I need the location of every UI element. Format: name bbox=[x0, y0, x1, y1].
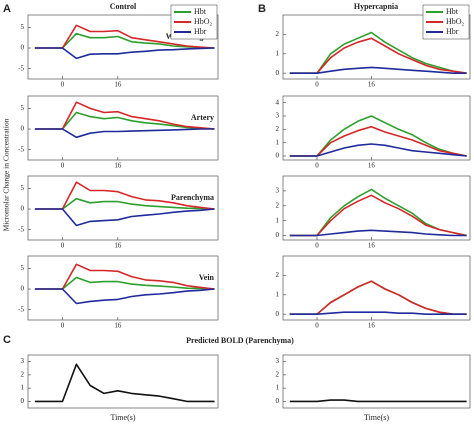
y-tick-label: 0 bbox=[276, 231, 280, 239]
x-tick-label: 0 bbox=[61, 162, 65, 170]
series-line bbox=[34, 363, 215, 403]
panel-label: A bbox=[3, 3, 11, 15]
legend-label: Hbt bbox=[446, 7, 459, 16]
x-tick-label: 0 bbox=[61, 322, 65, 330]
y-tick-label: -5 bbox=[18, 305, 24, 313]
y-tick-label: 5 bbox=[21, 184, 25, 192]
y-tick-label: 1 bbox=[276, 216, 280, 224]
x-tick-label: 16 bbox=[368, 242, 376, 250]
x-axis-label: Time(s) bbox=[110, 413, 135, 422]
x-tick-label: 16 bbox=[114, 242, 122, 250]
series-line bbox=[289, 66, 467, 74]
plot-frame bbox=[27, 354, 219, 409]
x-tick-label: 0 bbox=[315, 81, 319, 89]
x-tick-label: 0 bbox=[315, 242, 319, 250]
x-tick-label: 16 bbox=[368, 162, 376, 170]
y-tick-label: 2 bbox=[276, 125, 280, 133]
series-line bbox=[289, 399, 467, 403]
y-tick-label: 0 bbox=[276, 152, 280, 160]
y-tick-label: 1 bbox=[21, 384, 25, 392]
legend-label: Hbr bbox=[446, 27, 459, 36]
y-tick-label: -5 bbox=[18, 145, 24, 153]
y-tick-label: 0 bbox=[21, 205, 25, 213]
panel-title: Hypercapnia bbox=[354, 2, 398, 11]
series-line bbox=[289, 280, 467, 316]
y-tick-label: 5 bbox=[21, 104, 25, 112]
subplot-title: Artery bbox=[191, 113, 214, 122]
y-tick-label: 0 bbox=[21, 44, 25, 52]
series-line bbox=[289, 311, 467, 316]
legend-label: Hbt bbox=[194, 7, 207, 16]
series-line bbox=[289, 229, 467, 237]
panel-label: C bbox=[3, 334, 11, 346]
series-line bbox=[34, 263, 215, 290]
series-line bbox=[289, 125, 467, 157]
x-tick-label: 16 bbox=[368, 322, 376, 330]
series-line bbox=[289, 37, 467, 74]
y-axis-label: Micromolar Change in Concentration bbox=[2, 118, 11, 231]
legend-label: HbO₂ bbox=[446, 17, 465, 26]
x-tick-label: 16 bbox=[368, 81, 376, 89]
plot-frame bbox=[282, 255, 471, 321]
series-line bbox=[34, 24, 215, 49]
subplot-title: Vein bbox=[199, 273, 215, 282]
x-tick-label: 0 bbox=[315, 162, 319, 170]
panel-title: Predicted BOLD (Parenchyma) bbox=[186, 336, 294, 345]
y-tick-label: 0 bbox=[276, 69, 280, 77]
y-tick-label: 3 bbox=[276, 357, 280, 365]
y-tick-label: 1 bbox=[276, 290, 280, 298]
subplot-title: Parenchyma bbox=[171, 193, 214, 202]
series-line bbox=[34, 197, 215, 210]
y-tick-label: 4 bbox=[276, 98, 280, 106]
y-tick-label: 5 bbox=[21, 264, 25, 272]
y-tick-label: 0 bbox=[21, 285, 25, 293]
y-tick-label: 1 bbox=[276, 138, 280, 146]
y-tick-label: 5 bbox=[21, 23, 25, 31]
y-tick-label: 1 bbox=[276, 384, 280, 392]
y-tick-label: 3 bbox=[276, 186, 280, 194]
y-tick-label: 2 bbox=[21, 370, 25, 378]
series-line bbox=[289, 194, 467, 237]
x-tick-label: 0 bbox=[61, 81, 65, 89]
y-tick-label: 0 bbox=[21, 125, 25, 133]
series-line bbox=[34, 288, 215, 305]
y-tick-label: 0 bbox=[276, 397, 280, 405]
plot-frame bbox=[282, 354, 471, 409]
x-axis-label: Time(s) bbox=[364, 413, 389, 422]
y-tick-label: 2 bbox=[276, 370, 280, 378]
x-tick-label: 16 bbox=[114, 322, 122, 330]
panel-label: B bbox=[258, 3, 266, 15]
series-line bbox=[34, 276, 215, 290]
y-tick-label: 0 bbox=[21, 397, 25, 405]
y-tick-label: 1 bbox=[276, 49, 280, 57]
series-line bbox=[34, 181, 215, 210]
y-tick-label: 2 bbox=[276, 201, 280, 209]
y-tick-label: 3 bbox=[21, 357, 25, 365]
y-tick-label: 2 bbox=[276, 271, 280, 279]
x-tick-label: 16 bbox=[114, 162, 122, 170]
y-tick-label: 2 bbox=[276, 30, 280, 38]
legend-label: HbO₂ bbox=[194, 17, 213, 26]
series-line bbox=[34, 47, 215, 60]
series-line bbox=[34, 101, 215, 130]
series-line bbox=[289, 143, 467, 157]
y-tick-label: -5 bbox=[18, 225, 24, 233]
legend-label: Hbr bbox=[194, 27, 207, 36]
y-tick-label: 0 bbox=[276, 310, 280, 318]
x-tick-label: 0 bbox=[315, 322, 319, 330]
x-tick-label: 0 bbox=[61, 242, 65, 250]
series-line bbox=[34, 128, 215, 139]
series-line bbox=[34, 208, 215, 227]
panel-title: Control bbox=[110, 2, 137, 11]
x-tick-label: 16 bbox=[114, 81, 122, 89]
y-tick-label: 3 bbox=[276, 112, 280, 120]
y-tick-label: -5 bbox=[18, 64, 24, 72]
